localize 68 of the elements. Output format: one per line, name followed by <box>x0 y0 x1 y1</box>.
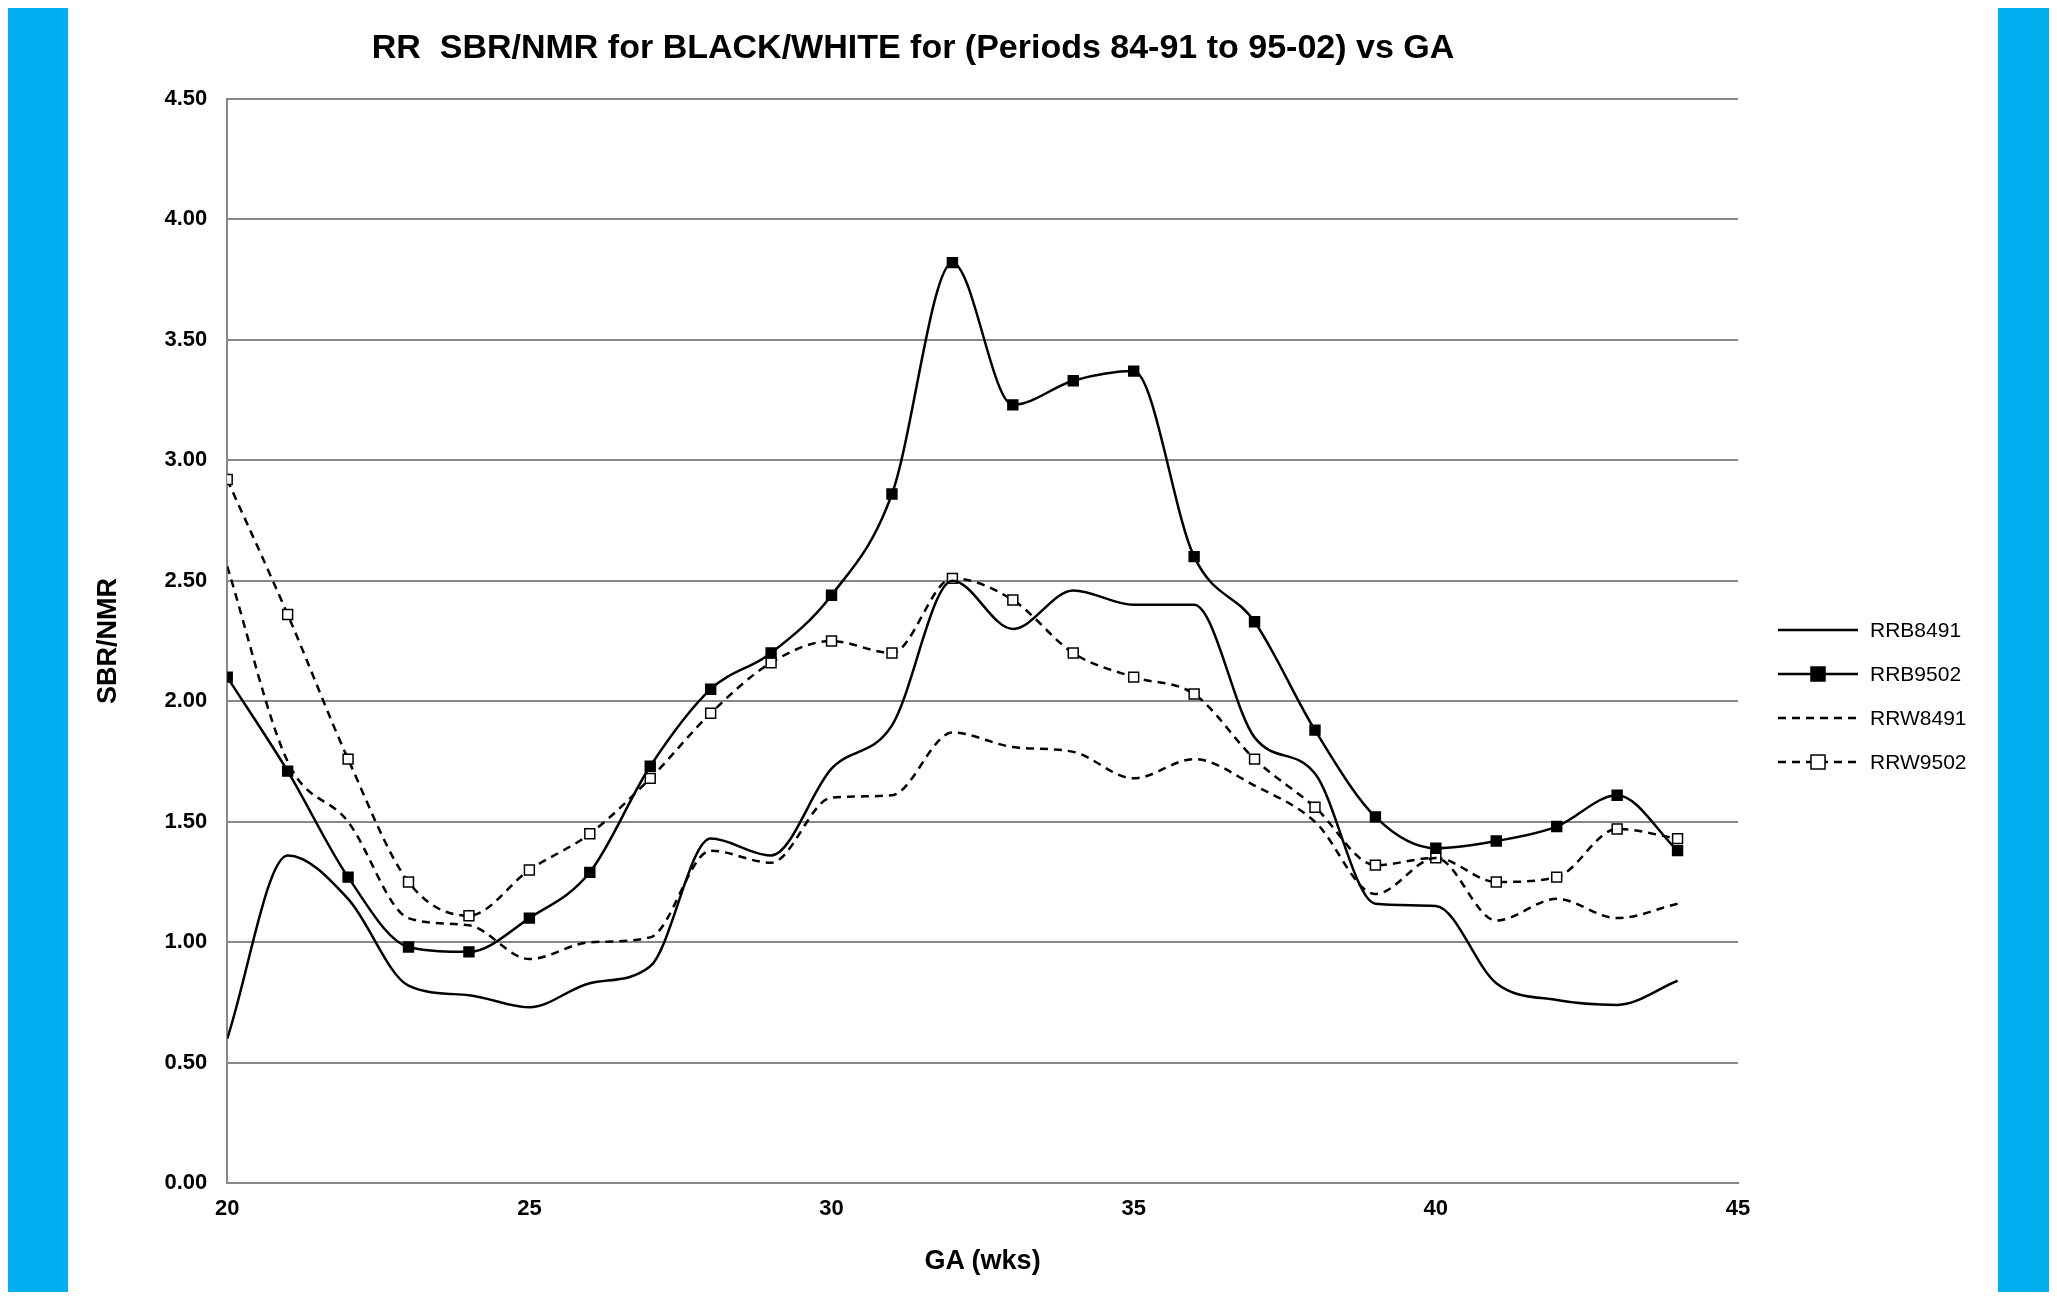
point <box>1309 801 1321 813</box>
point <box>1369 859 1382 871</box>
x-axis-title: GA (wks) <box>924 1245 1041 1276</box>
legend-label: RRW9502 <box>1870 750 1967 774</box>
y-axis-title: SBR/NMR <box>91 578 122 704</box>
point <box>886 647 898 659</box>
x-tick-label: 35 <box>1121 1195 1146 1221</box>
point <box>1127 365 1140 377</box>
point <box>584 866 596 879</box>
point <box>1551 871 1563 883</box>
chart-title: RR SBR/NMR for BLACK/WHITE for (Periods 84-91 to 95-02) vs GA <box>371 26 1455 65</box>
point <box>523 864 536 876</box>
point <box>946 256 959 269</box>
legend-label: RRB8491 <box>1870 618 1962 642</box>
y-tick-label: 4.00 <box>164 205 208 231</box>
point <box>281 765 294 777</box>
x-tick-label: 30 <box>819 1195 844 1221</box>
point <box>342 753 354 765</box>
point <box>463 946 475 958</box>
point <box>584 828 596 840</box>
point <box>1611 823 1623 835</box>
legend-label: RRB9502 <box>1870 662 1962 686</box>
point <box>704 683 717 695</box>
point <box>523 912 536 924</box>
point <box>342 871 354 883</box>
point <box>704 707 717 719</box>
x-tick-label: 25 <box>517 1195 542 1221</box>
y-tick-label: 0.50 <box>164 1048 208 1074</box>
point <box>1127 671 1140 683</box>
point <box>1490 876 1502 888</box>
point <box>644 772 656 785</box>
y-tick-label: 1.00 <box>164 928 208 954</box>
point <box>1067 375 1079 387</box>
point <box>1248 753 1261 765</box>
y-tick-label: 1.50 <box>164 807 208 833</box>
point <box>1551 820 1563 833</box>
point <box>1067 647 1079 659</box>
point <box>825 589 838 601</box>
point <box>644 760 656 773</box>
y-tick-label: 0.00 <box>164 1169 208 1195</box>
y-tick-label: 3.50 <box>164 325 208 351</box>
y-tick-label: 4.50 <box>164 84 208 110</box>
y-tick-label: 3.00 <box>164 446 208 472</box>
point <box>1007 594 1019 606</box>
point <box>886 488 898 500</box>
point <box>825 635 838 647</box>
point <box>1369 811 1382 823</box>
point <box>1309 724 1321 736</box>
point <box>463 910 475 922</box>
y-tick-label: 2.00 <box>164 687 208 713</box>
point <box>1430 842 1442 854</box>
point <box>1671 832 1684 845</box>
point <box>1007 399 1019 411</box>
point <box>1611 789 1623 801</box>
point <box>402 941 415 953</box>
point <box>281 608 294 621</box>
y-tick-label: 2.50 <box>164 566 208 592</box>
point <box>1490 835 1502 847</box>
point <box>1248 616 1261 628</box>
point <box>765 647 777 659</box>
point <box>402 876 415 888</box>
point <box>1671 844 1684 857</box>
legend-label: RRW8491 <box>1870 706 1967 730</box>
point <box>1188 550 1200 563</box>
x-tick-label: 40 <box>1423 1195 1449 1221</box>
x-tick-label: 45 <box>1725 1195 1751 1221</box>
x-tick-label: 20 <box>214 1195 240 1221</box>
point <box>1188 688 1200 700</box>
